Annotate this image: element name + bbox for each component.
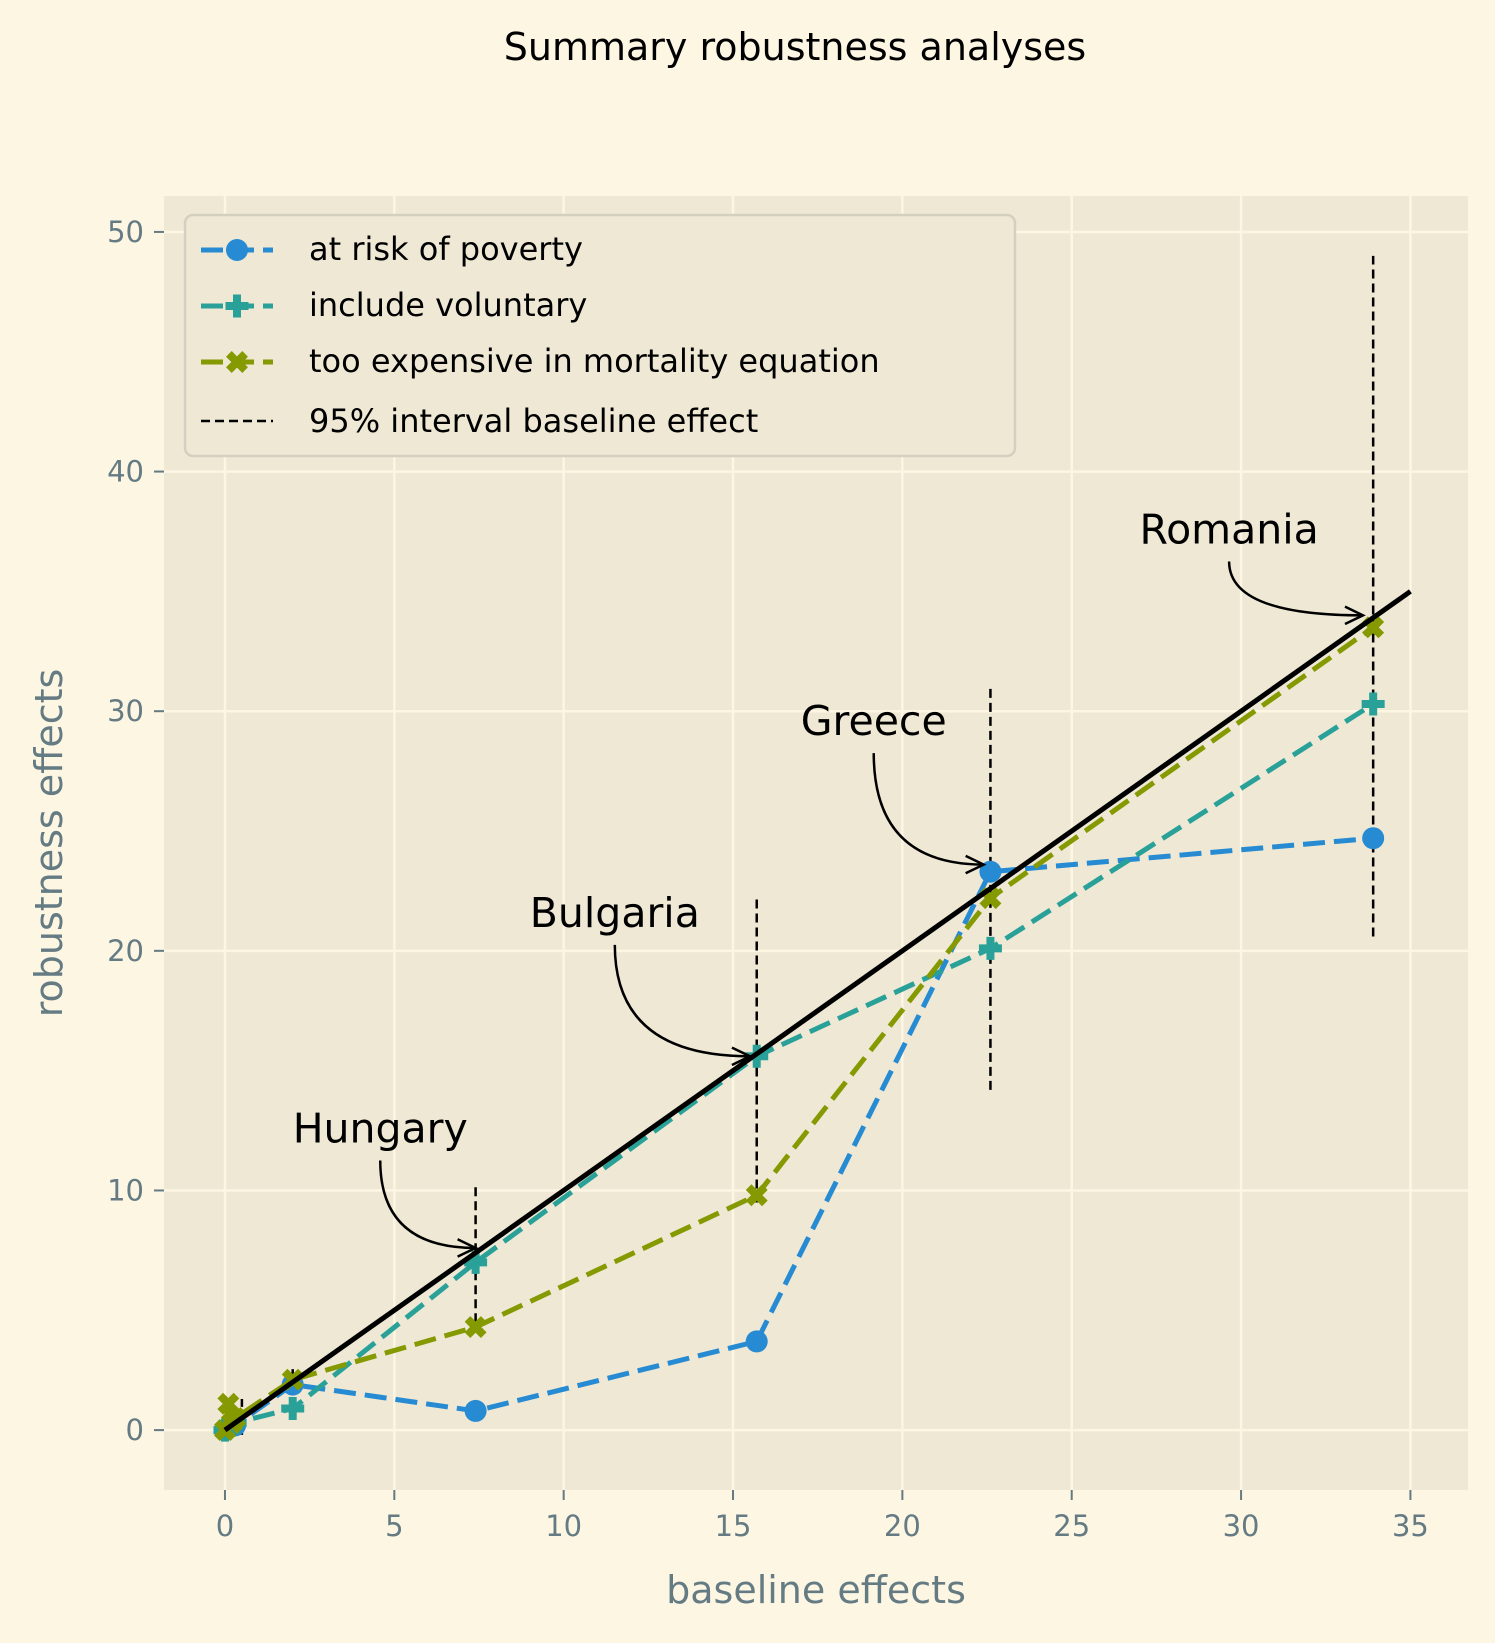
annotation-arrow-romania xyxy=(1227,561,1364,617)
legend: at risk of poverty include voluntary too… xyxy=(183,213,1017,458)
legend-marker-expensive-shape xyxy=(226,351,248,373)
annotation-label-greece: Greece xyxy=(801,697,947,745)
identity-line xyxy=(223,589,1412,1433)
y-tick-label-2: 20 xyxy=(107,934,144,968)
x-axis-label: baseline effects xyxy=(666,1568,966,1612)
y-tick-label-3: 30 xyxy=(107,694,144,728)
x-tick-label-5: 25 xyxy=(1053,1509,1090,1543)
legend-label-expensive: too expensive in mortality equation xyxy=(309,342,880,380)
annotation-label-hungary: Hungary xyxy=(293,1105,468,1153)
point-voluntary-5 xyxy=(464,1250,488,1274)
y-tick-label-5: 50 xyxy=(107,215,144,249)
x-tick-label-7: 35 xyxy=(1392,1509,1429,1543)
x-tick-label-0: 0 xyxy=(216,1509,234,1543)
point-voluntary-7 xyxy=(978,936,1002,960)
y-axis-label: robustness effects xyxy=(27,669,71,1018)
x-tick-label-6: 30 xyxy=(1223,1509,1260,1543)
x-tick-label-3: 15 xyxy=(715,1509,752,1543)
point-voluntary-8 xyxy=(1361,692,1385,716)
point-voluntary-4 xyxy=(281,1397,305,1421)
x-tick-label-1: 5 xyxy=(385,1509,403,1543)
x-tick-label-2: 10 xyxy=(545,1509,582,1543)
legend-box xyxy=(183,213,1017,458)
legend-label-voluntary: include voluntary xyxy=(309,286,587,324)
annotation-arrow-hungary xyxy=(378,1160,476,1250)
legend-marker-voluntary xyxy=(225,294,249,318)
y-tick-label-4: 40 xyxy=(107,455,144,489)
point-expensive-6 xyxy=(745,1184,768,1207)
legend-label-interval: 95% interval baseline effect xyxy=(309,402,758,440)
point-expensive-1-shape xyxy=(217,1392,240,1415)
annotation-arrowhead-bulgaria xyxy=(731,1046,753,1067)
point-expensive-5-shape xyxy=(464,1316,487,1339)
point-expensive-1 xyxy=(217,1392,240,1415)
annotation-arrowhead-romania xyxy=(1344,605,1366,626)
legend-marker-poverty xyxy=(226,239,248,261)
point-poverty-7 xyxy=(979,860,1002,883)
y-tick-label-1: 10 xyxy=(107,1173,144,1207)
legend-marker-expensive xyxy=(226,351,248,373)
point-expensive-6-shape xyxy=(745,1184,768,1207)
annotation-arrowhead-greece xyxy=(965,854,987,875)
annotation-label-bulgaria: Bulgaria xyxy=(530,889,700,937)
annotation-label-romania: Romania xyxy=(1139,505,1318,553)
chart-title: Summary robustness analyses xyxy=(504,25,1086,69)
point-expensive-3-shape xyxy=(224,1407,247,1430)
annotation-arrowhead-hungary xyxy=(457,1238,479,1258)
y-tick-label-0: 0 xyxy=(126,1413,144,1447)
point-poverty-5 xyxy=(464,1399,487,1422)
point-poverty-8 xyxy=(1362,827,1385,850)
point-expensive-3 xyxy=(224,1407,247,1430)
identity-line-group xyxy=(223,589,1412,1433)
annotation-arrow-greece xyxy=(872,753,984,866)
legend-label-poverty: at risk of poverty xyxy=(309,230,583,268)
annotation-arrow-bulgaria xyxy=(613,944,750,1058)
point-expensive-5 xyxy=(464,1316,487,1339)
legend-symbols xyxy=(201,239,273,423)
point-poverty-6 xyxy=(745,1330,768,1353)
axis-ticks: 0 5 10 15 20 25 30 35 0 10 20 30 40 50 xyxy=(107,215,1429,1543)
x-tick-label-4: 20 xyxy=(884,1509,921,1543)
annotations: Hungary Bulgaria Greece Romania xyxy=(293,505,1366,1258)
